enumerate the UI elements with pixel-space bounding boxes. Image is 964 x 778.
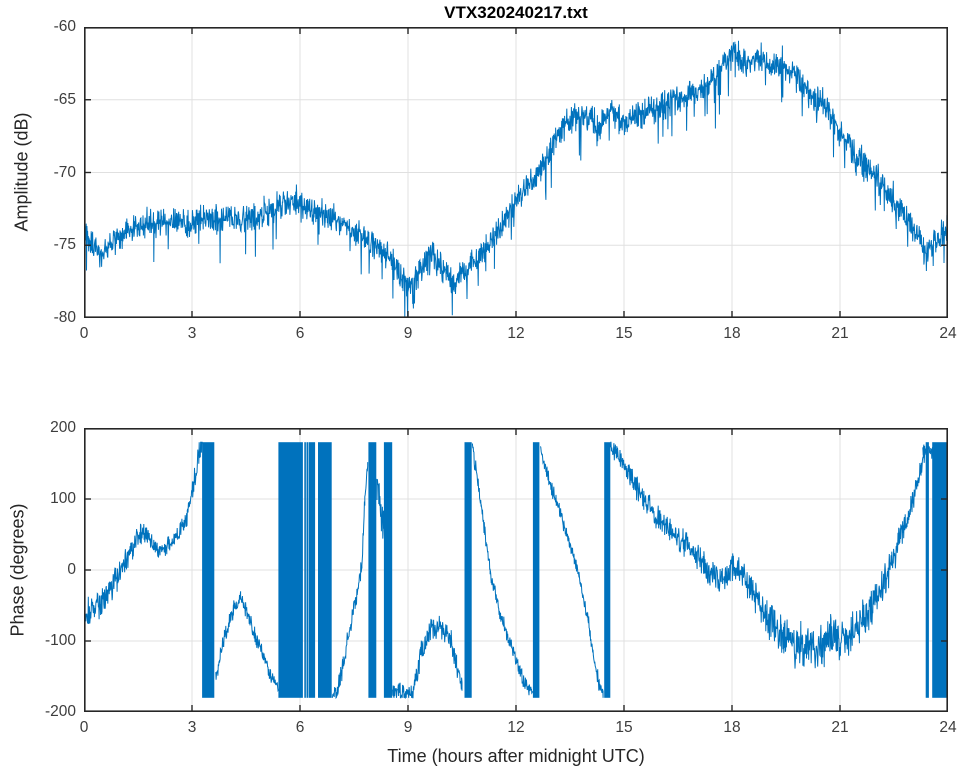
y-tick-label: -75 [53,236,76,254]
y-tick-label: -60 [53,18,76,35]
x-tick-label: 12 [507,325,525,342]
x-tick-label: 15 [615,719,633,736]
x-tick-label: 24 [939,719,957,736]
x-tick-label: 15 [615,325,633,342]
x-tick-label: 21 [831,325,849,342]
y-tick-label: 100 [50,490,76,507]
x-tick-label: 6 [295,325,305,342]
x-tick-label: 0 [79,325,89,342]
x-tick-label: 18 [723,325,741,342]
phase-y-axis-label: Phase (degrees) [7,503,28,637]
x-tick-label: 9 [403,719,413,736]
y-tick-label: -80 [53,309,76,326]
x-tick-label: 9 [403,325,413,342]
x-tick-label: 18 [723,719,741,736]
y-tick-label: -200 [44,703,76,720]
chart-title: VTX320240217.txt [444,3,588,22]
y-tick-label: 200 [50,419,76,436]
x-tick-label: 0 [79,719,89,736]
y-tick-label: -70 [53,163,76,181]
x-tick-label: 3 [187,325,197,342]
x-tick-label: 3 [187,719,197,736]
x-tick-label: 12 [507,719,525,736]
y-tick-label: 0 [67,561,76,578]
x-tick-label: 21 [831,719,849,736]
time-x-axis-label: Time (hours after midnight UTC) [387,746,645,766]
phase-plot [84,428,948,712]
y-tick-label: -65 [53,90,76,108]
x-tick-label: 24 [939,325,957,342]
x-tick-label: 6 [295,719,305,736]
amplitude-plot [84,27,948,318]
y-tick-label: -100 [44,632,76,649]
